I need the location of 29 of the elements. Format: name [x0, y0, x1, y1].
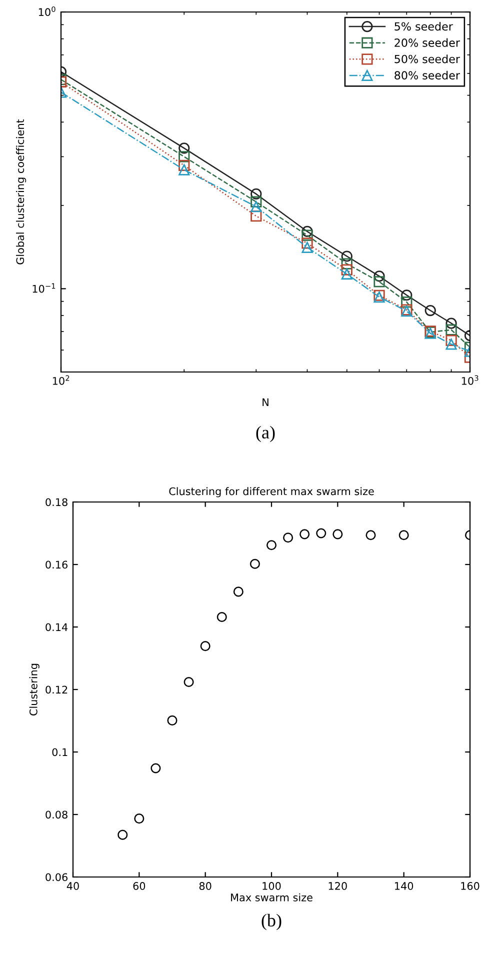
x-tick-label: 80	[199, 882, 212, 890]
x-tick-label: 10$^{3}$	[462, 375, 478, 385]
y-tick-label: 10$^{0}$	[38, 6, 56, 16]
legend-label: 20% seeder	[394, 38, 460, 47]
text: (a)	[256, 426, 275, 442]
x-axis-title: Max swarm size	[231, 893, 312, 902]
y-axis-title: Global clustering coefficient	[16, 119, 26, 264]
y-tick-label: 0.18	[46, 498, 68, 506]
legend-label: 50% seeder	[394, 54, 460, 64]
legend-label: 5% seeder	[394, 22, 453, 31]
y-tick-label: 0.14	[46, 623, 68, 632]
y-tick-label: 10$^{−1}$	[32, 283, 56, 293]
y-tick-label: 0.06	[46, 873, 68, 882]
x-axis-title: N	[262, 398, 268, 406]
x-tick-label: 40	[66, 882, 79, 890]
chart-title: Clustering for different max swarm size	[169, 487, 374, 498]
x-tick-label: 160	[461, 882, 480, 890]
x-tick-label: 100	[262, 882, 281, 890]
y-tick-label: 0.16	[46, 560, 68, 569]
y-tick-label: 0.08	[46, 810, 68, 819]
x-tick-label: 140	[395, 882, 414, 890]
y-tick-label: 0.12	[46, 686, 68, 694]
x-tick-label: 120	[328, 882, 347, 890]
legend-label: 80% seeder	[394, 70, 460, 80]
text: (b)	[262, 914, 282, 930]
y-axis-title: Clustering	[29, 664, 40, 716]
x-tick-label: 60	[133, 882, 146, 890]
x-tick-label: 10$^{2}$	[52, 375, 70, 385]
y-tick-label: 0.1	[52, 748, 68, 756]
